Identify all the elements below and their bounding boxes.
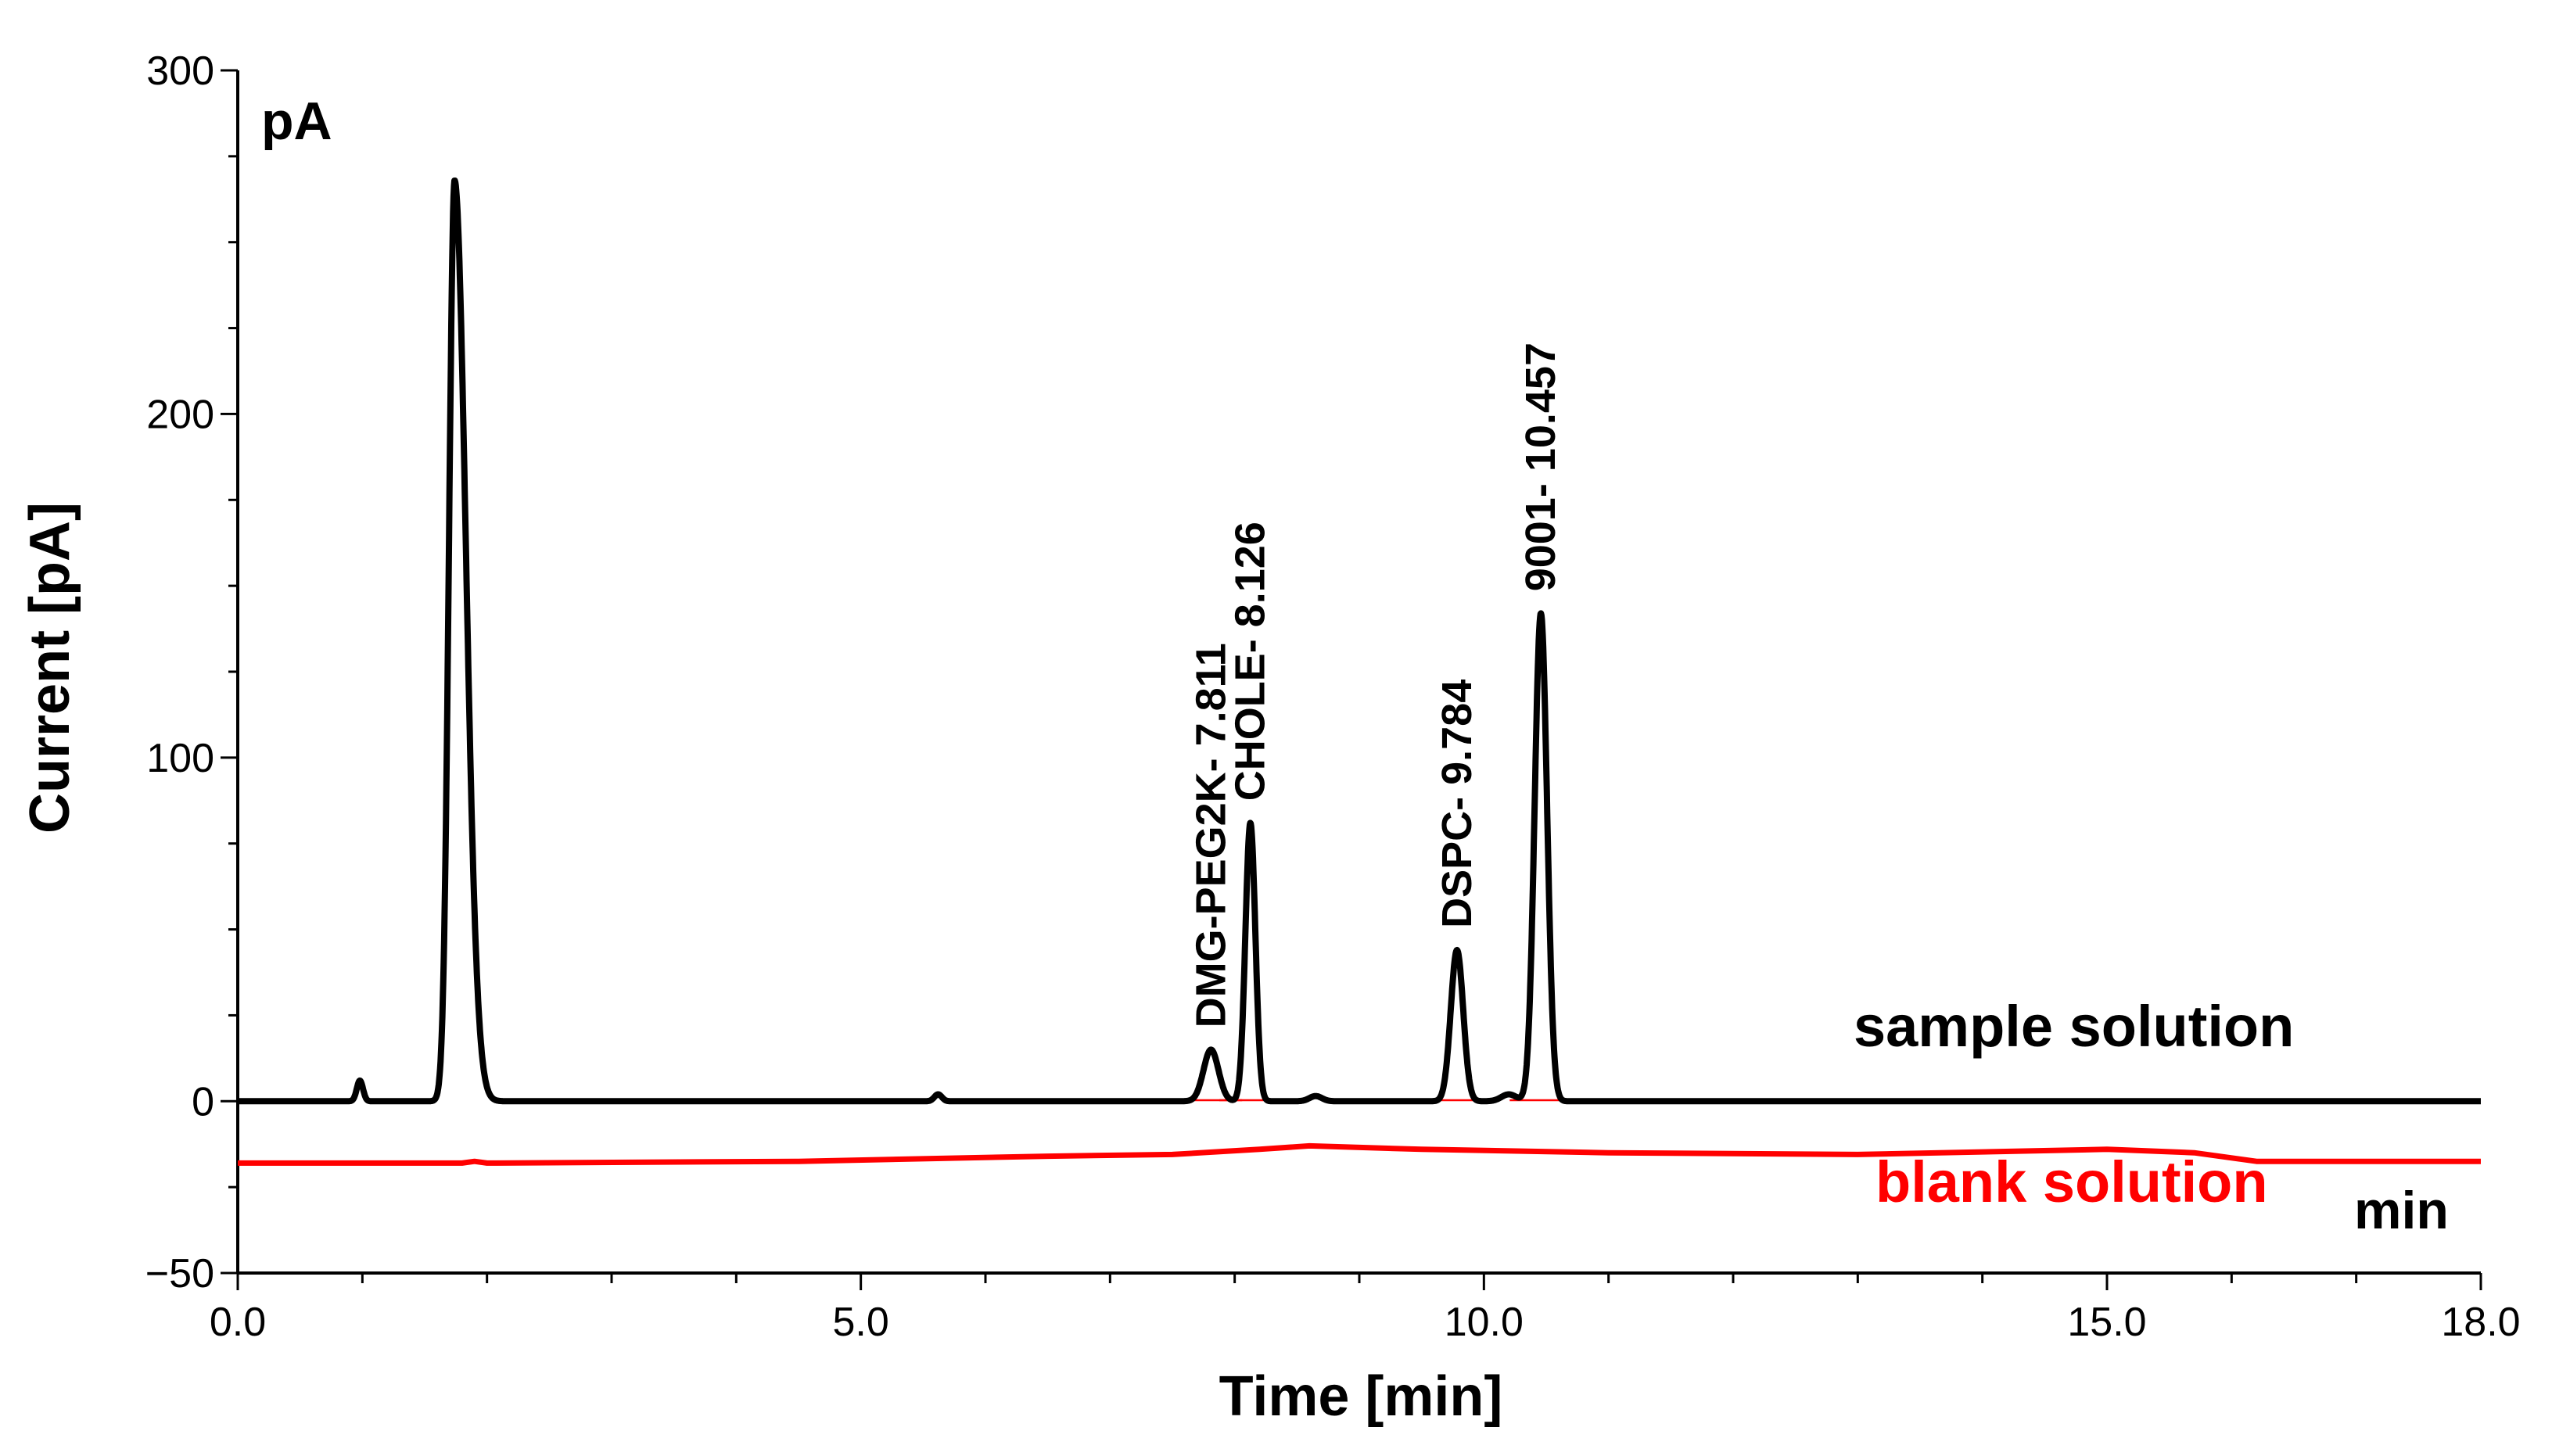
x-unit-label: min (2354, 1181, 2449, 1240)
x-axis-title: Time [min] (1219, 1365, 1503, 1428)
y-tick-label: 300 (146, 48, 214, 94)
blank-solution-trace (238, 1142, 2481, 1166)
ticks: 300 200 100 0 −500.0 5.0 10.0 15.0 18.0 (145, 48, 2521, 1345)
legend-blank-solution: blank solution (1875, 1149, 2268, 1214)
peak-label: DMG-PEG2K- 7.811 (1187, 643, 1234, 1027)
peak-label: CHOLE- 8.126 (1227, 522, 1274, 801)
traces (235, 178, 2484, 1166)
legend-sample-solution: sample solution (1854, 994, 2294, 1059)
y-axis-title: Current [pA] (19, 502, 81, 834)
peak-label: DSPC- 9.784 (1434, 680, 1481, 928)
x-tick-label: 15.0 (2067, 1300, 2146, 1345)
y-tick-label: 100 (146, 736, 214, 781)
x-tick-label: 0.0 (210, 1300, 266, 1345)
x-tick-label: 18.0 (2441, 1300, 2520, 1345)
x-tick-label: 5.0 (833, 1300, 889, 1345)
x-tick-label: 10.0 (1445, 1300, 1524, 1345)
peak-label: 9001- 10.457 (1517, 342, 1564, 591)
sample-solution-trace (235, 178, 2484, 1105)
y-tick-label: 0 (192, 1079, 214, 1124)
y-unit-label: pA (261, 91, 332, 151)
y-tick-label: −50 (145, 1251, 214, 1296)
y-tick-label: 200 (146, 392, 214, 437)
